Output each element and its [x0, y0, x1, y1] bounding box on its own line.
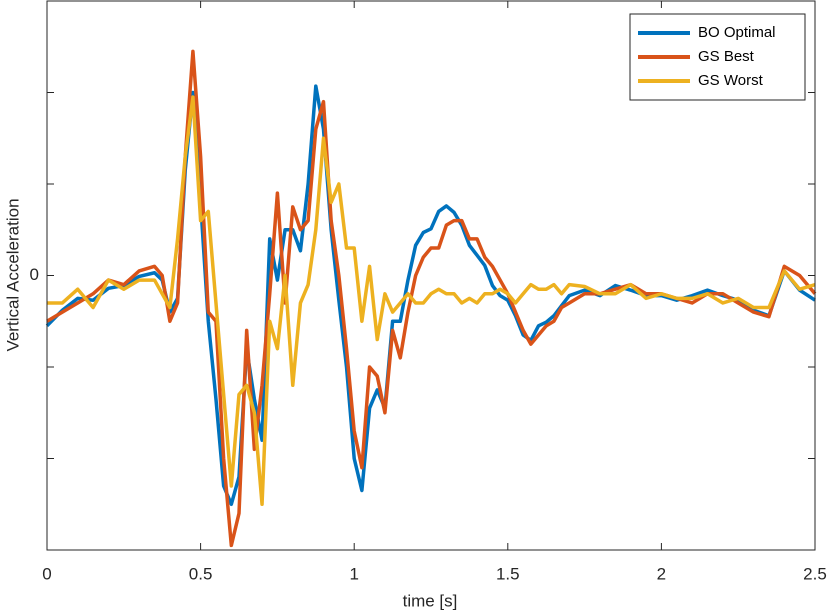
- legend-label: GS Best: [698, 48, 755, 65]
- x-tick-label: 1: [349, 564, 358, 583]
- legend: BO Optimal GS Best GS Worst: [629, 13, 806, 101]
- x-tick-label: 2.5: [803, 564, 827, 583]
- x-axis-label: time [s]: [403, 591, 458, 610]
- y-tick-label: 0: [30, 265, 39, 284]
- y-axis-label: Vertical Acceleration: [3, 198, 22, 351]
- x-tick-label: 0: [42, 564, 51, 583]
- legend-label: BO Optimal: [698, 24, 776, 41]
- x-tick-label: 0.5: [189, 564, 213, 583]
- legend-label: GS Worst: [698, 72, 764, 89]
- axes-box: [46, 0, 816, 551]
- x-tick-label: 2: [657, 564, 666, 583]
- series-line: [47, 95, 816, 506]
- x-tick-label: 1.5: [496, 564, 520, 583]
- series-line: [46, 49, 817, 548]
